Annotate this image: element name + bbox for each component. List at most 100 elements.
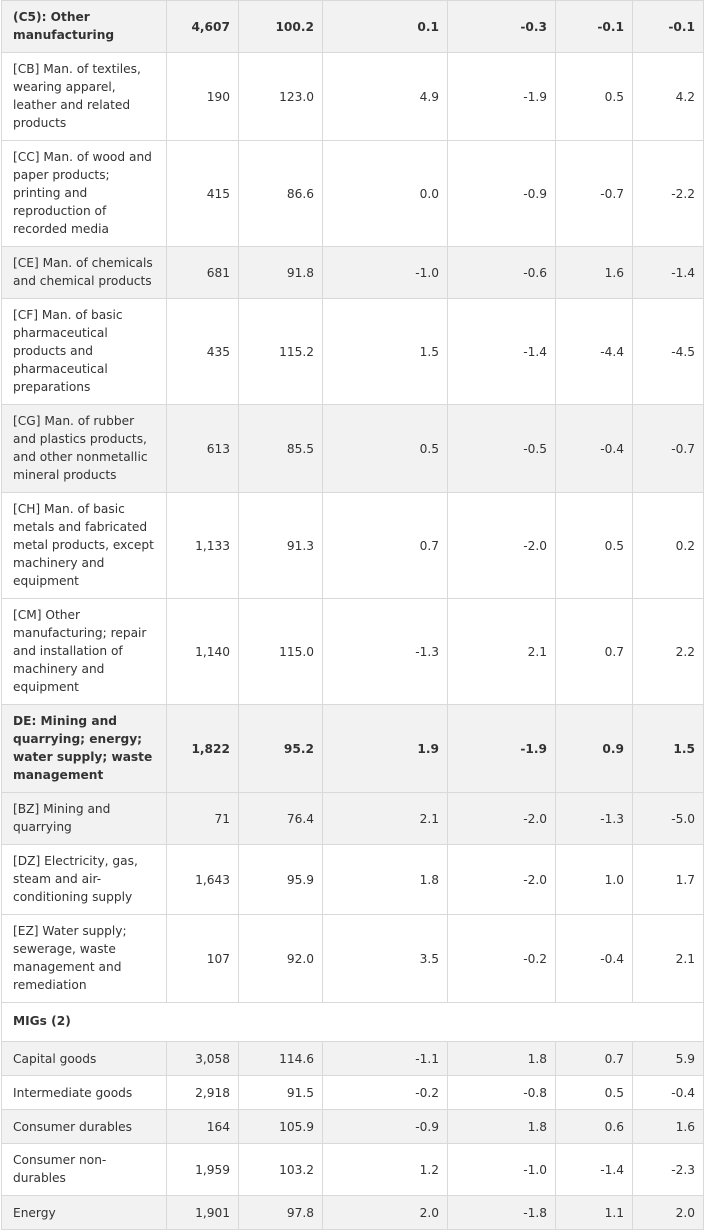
cell-change-2: -1.9 <box>447 704 556 793</box>
cell-change-2: -0.8 <box>447 1075 556 1110</box>
cell-index: 123.0 <box>238 52 323 141</box>
cell-index: 115.0 <box>238 598 323 705</box>
cell-weight: 1,822 <box>166 704 239 793</box>
cell-change-2: -1.4 <box>447 298 556 405</box>
cell-weight: 164 <box>166 1109 239 1144</box>
cell-change-2: -2.0 <box>447 792 556 845</box>
cell-change-4: 2.1 <box>632 914 704 1003</box>
cell-change-4: 2.2 <box>632 598 704 705</box>
cell-change-4: -1.4 <box>632 246 704 299</box>
row-label: DE: Mining and quarrying; energy; water … <box>1 704 167 793</box>
row-label: Capital goods <box>1 1041 167 1076</box>
table-row: [CF] Man. of basic pharmaceutical produc… <box>1 298 704 405</box>
cell-change-2: 1.8 <box>447 1041 556 1076</box>
cell-change-3: 0.5 <box>555 492 633 599</box>
cell-change-4: -5.0 <box>632 792 704 845</box>
table-row: Intermediate goods 2,918 91.5 -0.2 -0.8 … <box>1 1075 704 1110</box>
cell-weight: 1,643 <box>166 844 239 915</box>
cell-change-4: 1.6 <box>632 1109 704 1144</box>
cell-index: 91.3 <box>238 492 323 599</box>
cell-weight: 2,918 <box>166 1075 239 1110</box>
cell-index: 92.0 <box>238 914 323 1003</box>
cell-weight: 613 <box>166 404 239 493</box>
cell-change-1: 1.9 <box>322 704 448 793</box>
section-label: MIGs (2) <box>1 1002 704 1042</box>
cell-weight: 190 <box>166 52 239 141</box>
cell-index: 115.2 <box>238 298 323 405</box>
table-row: [CE] Man. of chemicals and chemical prod… <box>1 246 704 299</box>
row-label: [EZ] Water supply; sewerage, waste manag… <box>1 914 167 1003</box>
cell-change-2: -0.6 <box>447 246 556 299</box>
row-label: [DZ] Electricity, gas, steam and air-con… <box>1 844 167 915</box>
cell-change-2: -0.9 <box>447 140 556 247</box>
cell-index: 100.2 <box>238 0 323 53</box>
cell-change-3: -0.1 <box>555 0 633 53</box>
cell-change-4: 1.5 <box>632 704 704 793</box>
cell-change-1: 0.5 <box>322 404 448 493</box>
cell-change-4: -2.2 <box>632 140 704 247</box>
row-label: Consumer durables <box>1 1109 167 1144</box>
table-row: [CG] Man. of rubber and plastics product… <box>1 404 704 493</box>
cell-change-3: 1.6 <box>555 246 633 299</box>
cell-change-1: 4.9 <box>322 52 448 141</box>
cell-change-2: -0.3 <box>447 0 556 53</box>
cell-weight: 1,140 <box>166 598 239 705</box>
row-label: Consumer non-durables <box>1 1143 167 1196</box>
table-row: [EZ] Water supply; sewerage, waste manag… <box>1 914 704 1003</box>
row-label: [CH] Man. of basic metals and fabricated… <box>1 492 167 599</box>
cell-change-1: 1.8 <box>322 844 448 915</box>
cell-weight: 107 <box>166 914 239 1003</box>
cell-change-3: 0.6 <box>555 1109 633 1144</box>
cell-change-3: 0.5 <box>555 1075 633 1110</box>
section-header-row: MIGs (2) <box>1 1002 704 1042</box>
cell-change-4: -4.5 <box>632 298 704 405</box>
cell-change-3: -1.4 <box>555 1143 633 1196</box>
table-row: Consumer durables 164 105.9 -0.9 1.8 0.6… <box>1 1109 704 1144</box>
cell-change-4: -0.4 <box>632 1075 704 1110</box>
row-label: [CF] Man. of basic pharmaceutical produc… <box>1 298 167 405</box>
cell-index: 95.9 <box>238 844 323 915</box>
table-row: [BZ] Mining and quarrying 71 76.4 2.1 -2… <box>1 792 704 845</box>
cell-change-3: 0.9 <box>555 704 633 793</box>
cell-change-3: 0.7 <box>555 598 633 705</box>
cell-weight: 71 <box>166 792 239 845</box>
table-row: [DZ] Electricity, gas, steam and air-con… <box>1 844 704 915</box>
cell-weight: 1,133 <box>166 492 239 599</box>
cell-change-2: -1.8 <box>447 1195 556 1230</box>
cell-change-1: -1.0 <box>322 246 448 299</box>
cell-change-1: 2.1 <box>322 792 448 845</box>
cell-change-2: -1.9 <box>447 52 556 141</box>
cell-index: 91.5 <box>238 1075 323 1110</box>
table-row: DE: Mining and quarrying; energy; water … <box>1 704 704 793</box>
cell-index: 103.2 <box>238 1143 323 1196</box>
row-label: [CE] Man. of chemicals and chemical prod… <box>1 246 167 299</box>
cell-change-3: 0.5 <box>555 52 633 141</box>
cell-index: 95.2 <box>238 704 323 793</box>
cell-change-4: -2.3 <box>632 1143 704 1196</box>
row-label: (C5): Other manufacturing <box>1 0 167 53</box>
cell-change-3: -0.7 <box>555 140 633 247</box>
cell-weight: 681 <box>166 246 239 299</box>
cell-change-1: -0.9 <box>322 1109 448 1144</box>
cell-change-3: -0.4 <box>555 914 633 1003</box>
cell-change-1: 1.5 <box>322 298 448 405</box>
row-label: [CB] Man. of textiles, wearing apparel, … <box>1 52 167 141</box>
cell-weight: 435 <box>166 298 239 405</box>
cell-change-2: -0.5 <box>447 404 556 493</box>
cell-change-2: -2.0 <box>447 492 556 599</box>
row-label: Intermediate goods <box>1 1075 167 1110</box>
row-label: [CC] Man. of wood and paper products; pr… <box>1 140 167 247</box>
table-row: [CH] Man. of basic metals and fabricated… <box>1 492 704 599</box>
cell-change-3: 0.7 <box>555 1041 633 1076</box>
cell-weight: 1,901 <box>166 1195 239 1230</box>
cell-change-3: 1.0 <box>555 844 633 915</box>
cell-change-2: -0.2 <box>447 914 556 1003</box>
cell-index: 76.4 <box>238 792 323 845</box>
cell-index: 85.5 <box>238 404 323 493</box>
cell-change-2: 2.1 <box>447 598 556 705</box>
cell-change-1: 0.0 <box>322 140 448 247</box>
cell-change-4: 5.9 <box>632 1041 704 1076</box>
cell-change-3: -1.3 <box>555 792 633 845</box>
cell-change-4: -0.1 <box>632 0 704 53</box>
cell-change-2: -1.0 <box>447 1143 556 1196</box>
